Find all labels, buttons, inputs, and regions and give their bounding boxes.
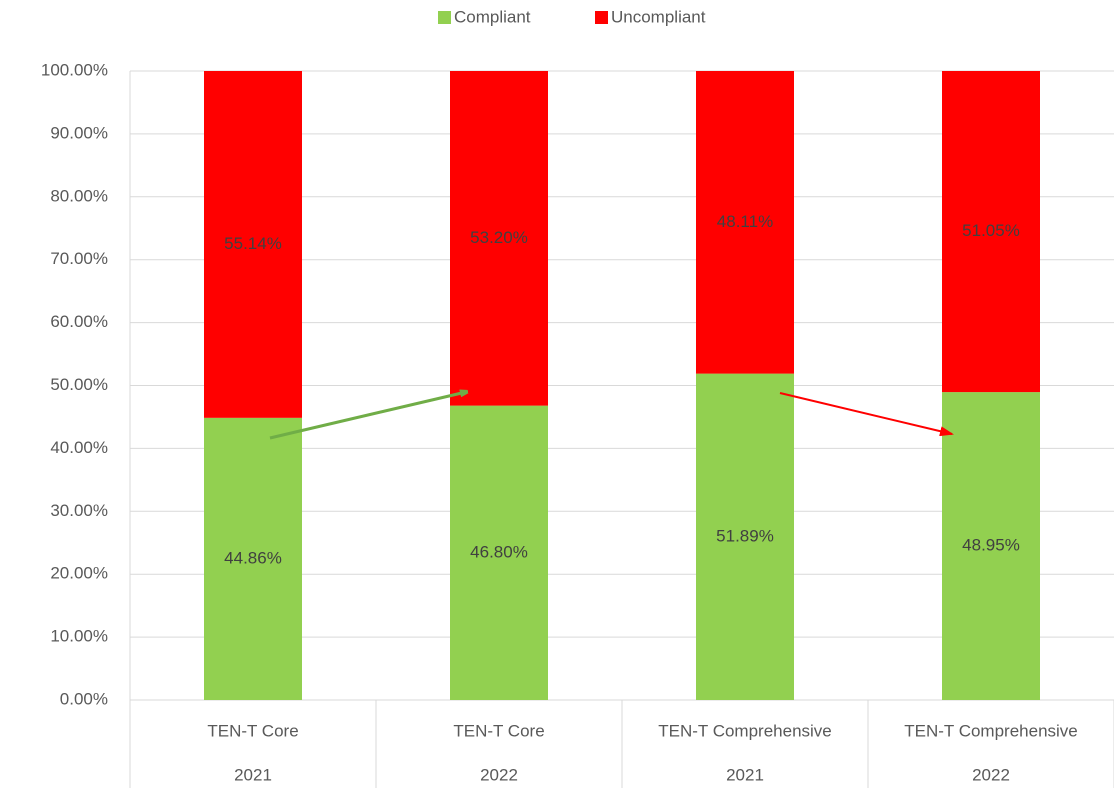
y-tick-label: 30.00% xyxy=(50,501,108,520)
bar-segment xyxy=(696,373,794,700)
x-group-label: 2022 xyxy=(972,765,1010,784)
bar-segment xyxy=(942,392,1040,700)
bar-segment xyxy=(450,71,548,406)
y-tick-label: 60.00% xyxy=(50,312,108,331)
y-tick-label: 80.00% xyxy=(50,186,108,205)
bar-segment xyxy=(942,71,1040,393)
legend-swatch xyxy=(438,11,451,24)
y-tick-label: 70.00% xyxy=(50,249,108,268)
y-tick-label: 40.00% xyxy=(50,438,108,457)
y-tick-label: 0.00% xyxy=(60,689,108,708)
labels: 0.00% 10.00% 20.00% 30.00% 40.00% 50.00% 60.00… xyxy=(41,7,1078,784)
y-tick-label: 20.00% xyxy=(50,564,108,583)
bar-segment xyxy=(696,71,794,374)
x-tick-label: TEN-T Core xyxy=(453,721,544,740)
y-tick-label: 10.00% xyxy=(50,627,108,646)
data-label: 55.14% xyxy=(224,234,282,253)
data-label: 44.86% xyxy=(224,548,282,567)
data-label: 48.95% xyxy=(962,536,1020,555)
data-label: 51.05% xyxy=(962,221,1020,240)
x-group-label: 2022 xyxy=(480,765,518,784)
data-label: 46.80% xyxy=(470,542,528,561)
x-tick-label: TEN-T Core xyxy=(207,721,298,740)
data-label: 48.11% xyxy=(717,212,773,231)
y-tick-label: 100.00% xyxy=(41,60,108,79)
bar-segment xyxy=(204,417,302,700)
y-tick-label: 90.00% xyxy=(50,123,108,142)
x-group-label: 2021 xyxy=(726,765,764,784)
x-group-label: 2021 xyxy=(234,765,272,784)
trend-arrow-down xyxy=(779,392,954,437)
bar-segment xyxy=(450,405,548,700)
trend-arrow-up xyxy=(269,392,466,440)
data-label: 53.20% xyxy=(470,228,528,247)
legend-label: Compliant xyxy=(454,7,531,26)
y-tick-label: 50.00% xyxy=(50,375,108,394)
bars xyxy=(204,71,1040,700)
x-tick-label: TEN-T Comprehensive xyxy=(658,721,832,740)
x-tick-label: TEN-T Comprehensive xyxy=(904,721,1078,740)
legend-label: Uncompliant xyxy=(611,7,706,26)
legend-swatch xyxy=(595,11,608,24)
bar-segment xyxy=(204,71,302,418)
data-label: 51.89% xyxy=(716,526,774,545)
